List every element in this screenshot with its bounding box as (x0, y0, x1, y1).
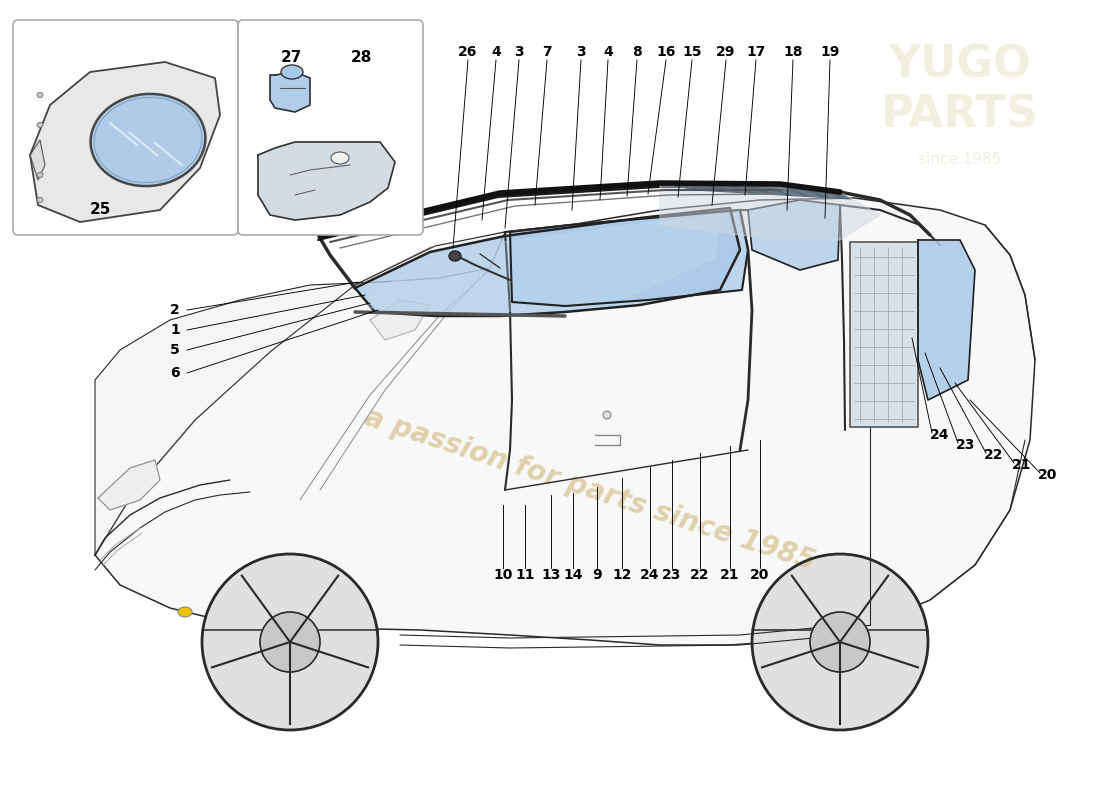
FancyBboxPatch shape (850, 242, 918, 427)
Text: 4: 4 (491, 45, 501, 59)
Text: 18: 18 (783, 45, 803, 59)
Text: 28: 28 (350, 50, 372, 66)
Polygon shape (660, 183, 880, 240)
Text: 16: 16 (657, 45, 675, 59)
Ellipse shape (37, 122, 43, 127)
Polygon shape (95, 232, 505, 555)
Text: 21: 21 (1012, 458, 1032, 472)
Text: 24: 24 (931, 428, 949, 442)
Text: 26: 26 (459, 45, 477, 59)
Ellipse shape (449, 251, 461, 261)
Text: 15: 15 (682, 45, 702, 59)
Text: 17: 17 (746, 45, 766, 59)
Circle shape (752, 554, 928, 730)
Polygon shape (510, 210, 748, 306)
Ellipse shape (37, 93, 43, 98)
Text: 3: 3 (514, 45, 524, 59)
Polygon shape (95, 198, 1035, 645)
Text: 21: 21 (720, 568, 739, 582)
Text: YUGO
PARTS: YUGO PARTS (881, 43, 1038, 136)
Ellipse shape (37, 198, 43, 202)
Text: 25: 25 (89, 202, 111, 218)
Ellipse shape (37, 173, 43, 178)
FancyBboxPatch shape (13, 20, 238, 235)
Text: 24: 24 (640, 568, 660, 582)
Polygon shape (30, 140, 45, 180)
Text: 9: 9 (592, 568, 602, 582)
Polygon shape (270, 72, 310, 112)
FancyBboxPatch shape (238, 20, 424, 235)
Text: 6: 6 (170, 366, 179, 380)
Text: 27: 27 (280, 50, 301, 66)
Text: 4: 4 (603, 45, 613, 59)
Text: 29: 29 (716, 45, 736, 59)
Text: 19: 19 (821, 45, 839, 59)
Text: a passion for parts since 1985: a passion for parts since 1985 (361, 404, 818, 576)
Ellipse shape (603, 411, 611, 419)
Text: 22: 22 (984, 448, 1003, 462)
Text: 14: 14 (563, 568, 583, 582)
Ellipse shape (280, 65, 302, 79)
Text: 13: 13 (541, 568, 561, 582)
Text: since 1985: since 1985 (918, 153, 1002, 167)
Text: 7: 7 (542, 45, 552, 59)
Text: 20: 20 (750, 568, 770, 582)
Text: 22: 22 (691, 568, 710, 582)
Polygon shape (98, 460, 160, 510)
Circle shape (810, 612, 870, 672)
Polygon shape (918, 240, 975, 400)
Polygon shape (748, 200, 840, 270)
Polygon shape (368, 215, 720, 313)
Polygon shape (258, 142, 395, 220)
Text: 1: 1 (170, 323, 180, 337)
Ellipse shape (331, 152, 349, 164)
Text: 23: 23 (662, 568, 682, 582)
Polygon shape (370, 300, 430, 340)
Text: 10: 10 (493, 568, 513, 582)
Text: 11: 11 (515, 568, 535, 582)
Text: 12: 12 (613, 568, 631, 582)
Ellipse shape (90, 94, 206, 186)
Text: 3: 3 (576, 45, 586, 59)
Circle shape (260, 612, 320, 672)
Text: 5: 5 (170, 343, 180, 357)
Text: 8: 8 (632, 45, 642, 59)
Text: 2: 2 (170, 303, 180, 317)
Polygon shape (30, 62, 220, 222)
Circle shape (202, 554, 378, 730)
Text: 20: 20 (1038, 468, 1058, 482)
Text: 23: 23 (956, 438, 976, 452)
Polygon shape (355, 208, 740, 316)
Ellipse shape (178, 607, 192, 617)
